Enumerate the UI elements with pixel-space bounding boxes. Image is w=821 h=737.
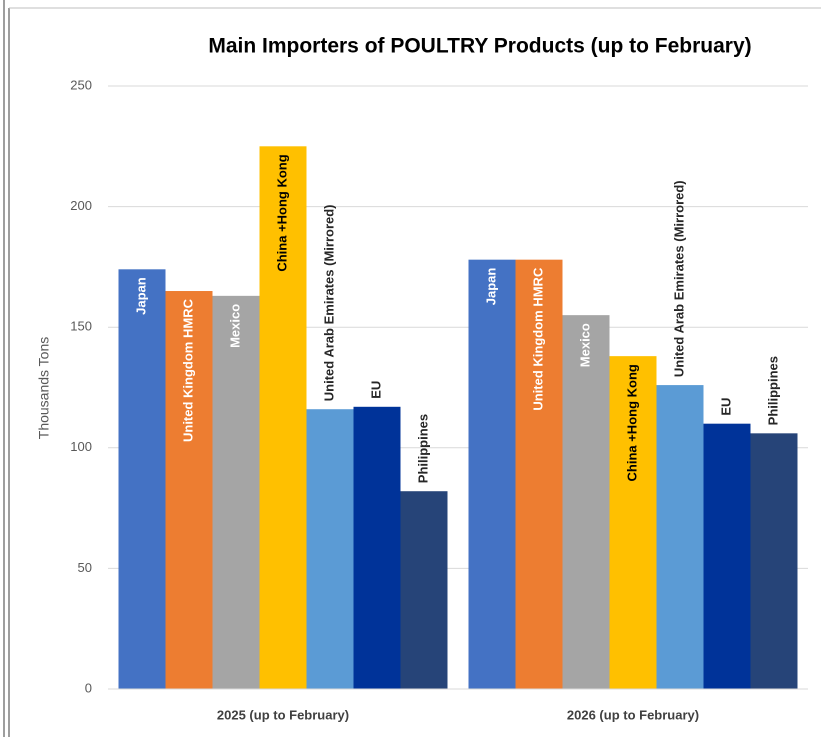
bar-label: United Arab Emirates (Mirrored) — [671, 180, 686, 377]
y-tick-label: 150 — [70, 319, 92, 334]
bar — [400, 491, 448, 689]
bar — [306, 409, 354, 689]
bar-label: Japan — [483, 268, 498, 306]
y-tick-label: 250 — [70, 77, 92, 92]
bar — [703, 423, 751, 689]
bar-label: China +Hong Kong — [624, 364, 639, 481]
bar-label: Japan — [133, 277, 148, 315]
bar — [750, 433, 798, 689]
y-tick-label: 200 — [70, 198, 92, 213]
bar — [353, 406, 401, 689]
y-tick-label: 100 — [70, 439, 92, 454]
bar-label: Mexico — [227, 304, 242, 348]
bar-label: United Kingdom HMRC — [180, 298, 195, 442]
bar — [165, 291, 213, 689]
bar — [609, 356, 657, 689]
bar-label: China +Hong Kong — [274, 154, 289, 271]
x-tick-label: 2026 (up to February) — [567, 707, 699, 722]
y-tick-label: 0 — [85, 680, 92, 695]
bar — [118, 269, 166, 689]
bar — [562, 315, 610, 689]
bar — [212, 295, 260, 689]
bar-label: EU — [368, 381, 383, 399]
y-axis-title: Thousands Tons — [36, 337, 52, 439]
chart-title: Main Importers of POULTRY Products (up t… — [208, 35, 751, 58]
bar-label: EU — [718, 398, 733, 416]
x-tick-label: 2025 (up to February) — [217, 707, 349, 722]
bar-label: Philippines — [765, 356, 780, 425]
bar — [468, 259, 516, 689]
bar-label: Philippines — [415, 414, 430, 483]
bar-label: Mexico — [577, 323, 592, 367]
bar — [656, 385, 704, 689]
bar — [259, 146, 307, 690]
bar — [515, 259, 563, 689]
bar-label: United Kingdom HMRC — [530, 267, 545, 411]
y-tick-label: 50 — [78, 560, 92, 575]
bar-label: United Arab Emirates (Mirrored) — [321, 204, 336, 401]
